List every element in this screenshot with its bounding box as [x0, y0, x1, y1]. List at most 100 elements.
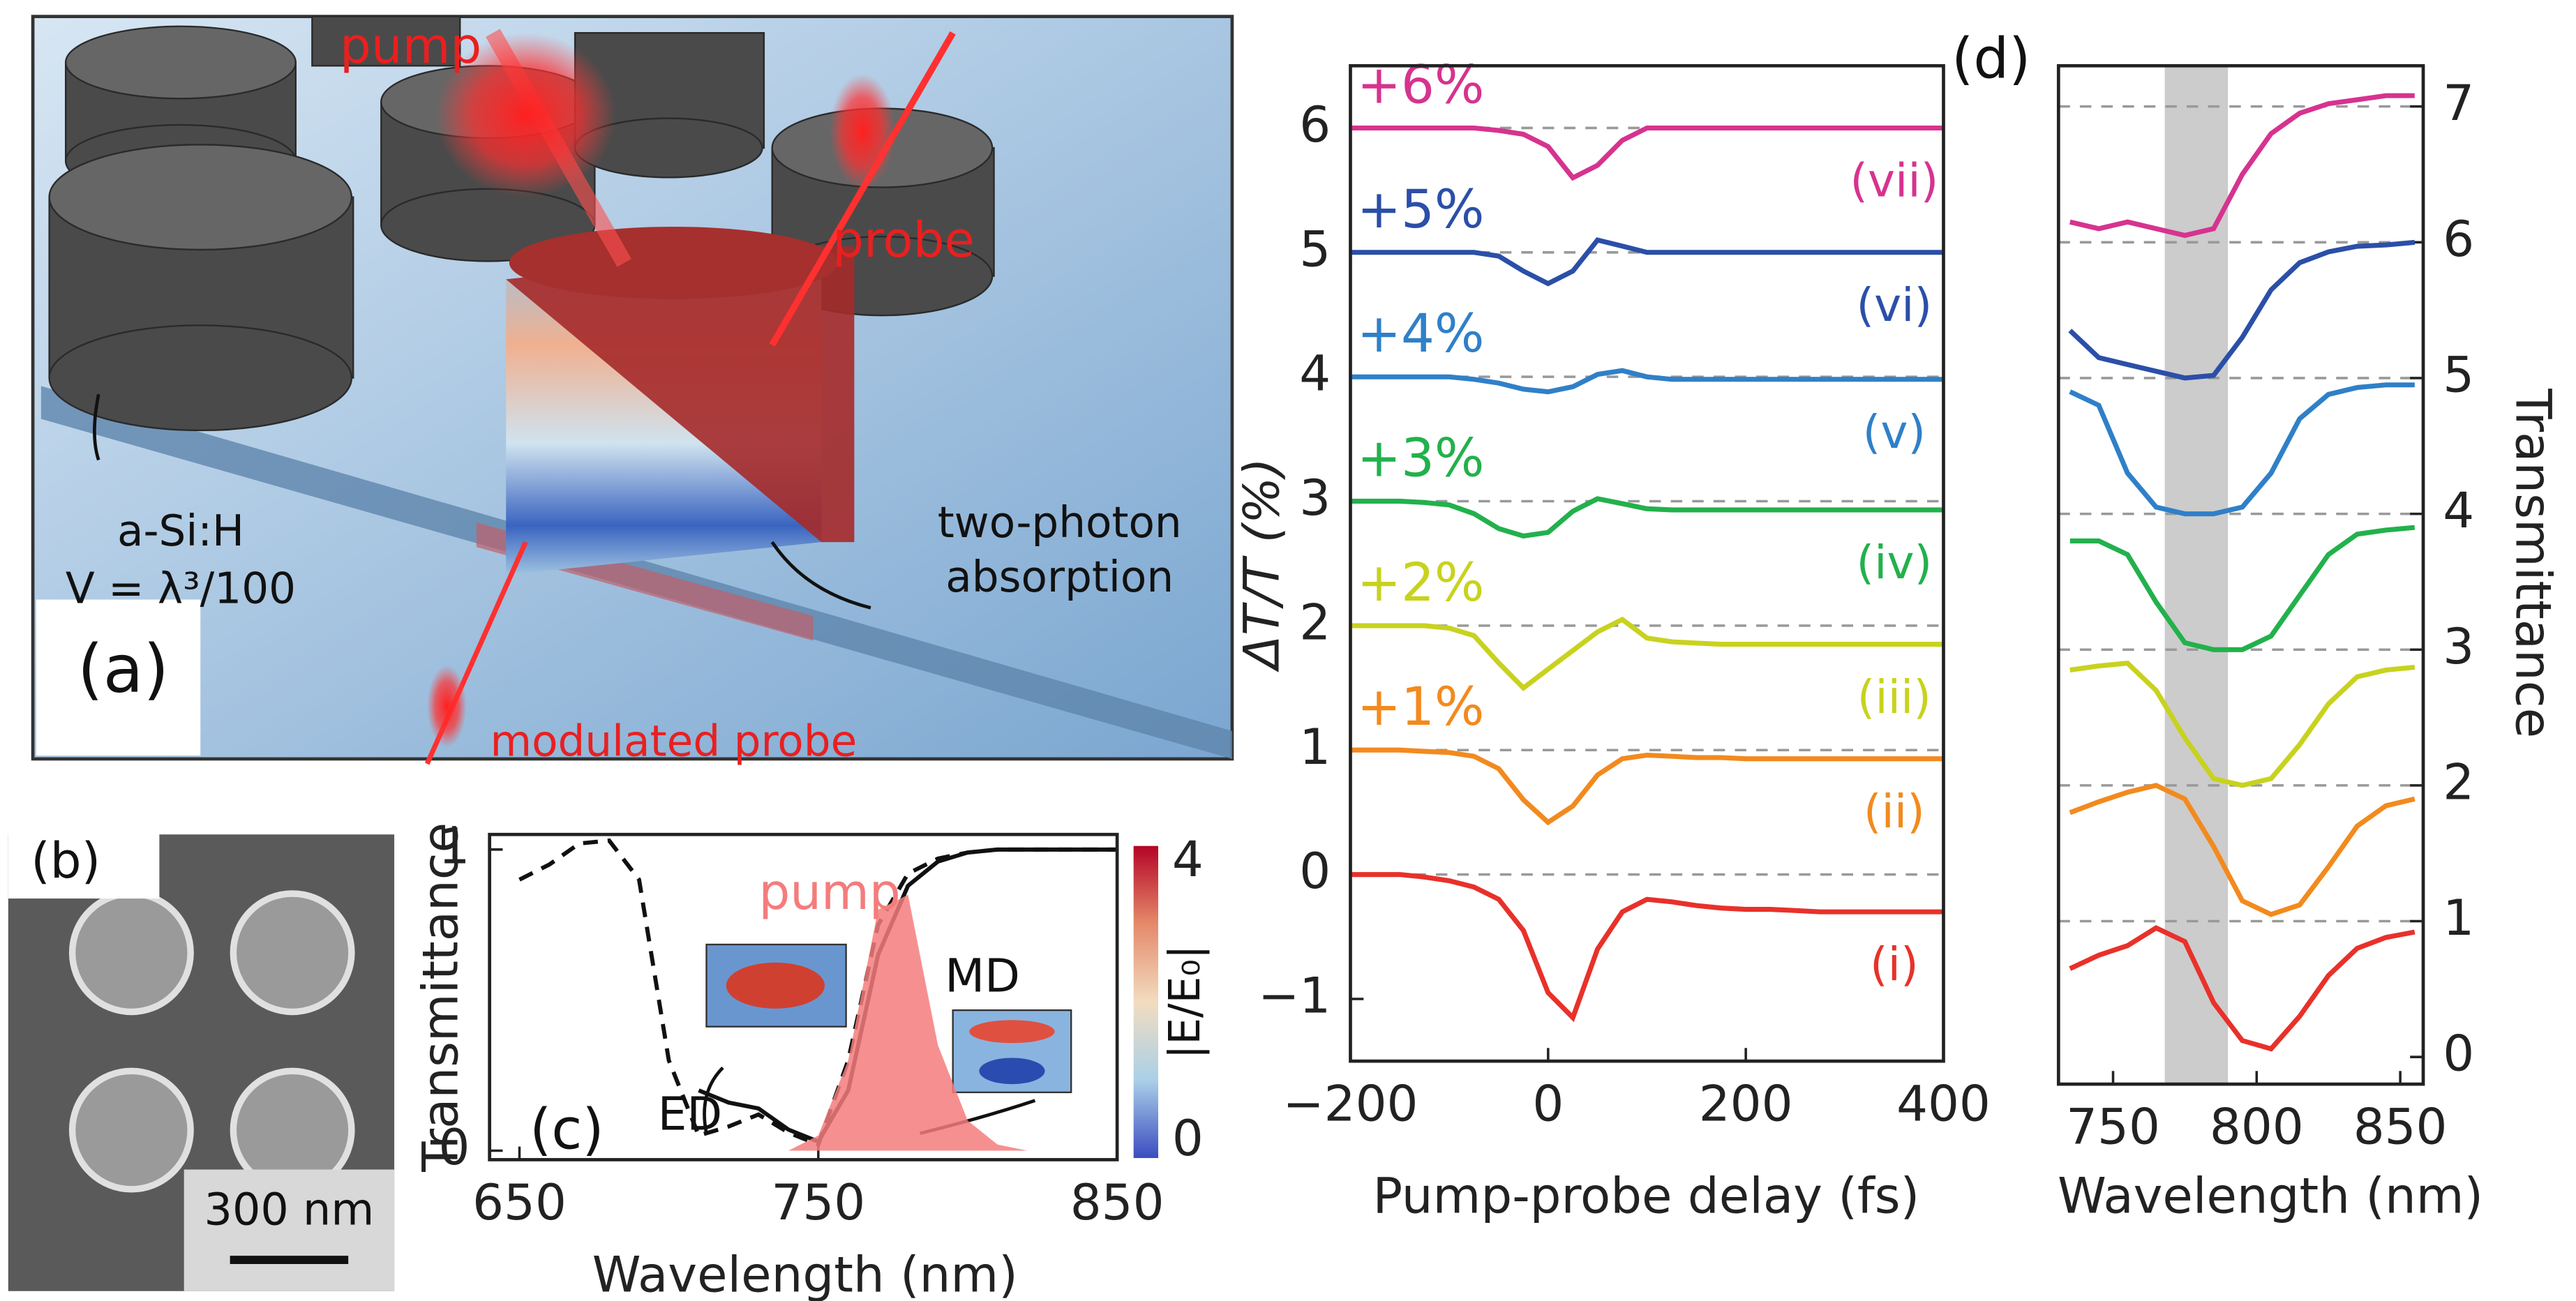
panel-a: (a) pump probe a-Si:H V = λ³/100 two-pho… — [31, 15, 1234, 766]
output-glow — [427, 665, 467, 748]
colorbar-tick-label: 4 — [1172, 830, 1204, 888]
series-tag: (iv) — [1856, 536, 1932, 589]
line — [1350, 368, 1944, 395]
line — [1350, 872, 1944, 1023]
y-tick-label: 4 — [2443, 481, 2474, 539]
line — [1350, 496, 1944, 539]
probe-label: probe — [832, 211, 975, 269]
line — [1350, 125, 1944, 181]
plot-frame — [1349, 63, 1945, 1063]
y-tick-label: 3 — [2443, 617, 2474, 675]
label-box — [8, 829, 160, 899]
x-tick-label: 0 — [1532, 1075, 1564, 1133]
series-label: +5% — [1357, 179, 1485, 240]
series-label: pump — [758, 863, 900, 921]
label-box — [36, 599, 201, 756]
scale-box — [184, 1169, 395, 1291]
pillars — [48, 15, 995, 432]
absorption-label: absorption — [945, 552, 1174, 602]
line — [2069, 783, 2416, 917]
pump-label: pump — [340, 17, 481, 75]
line — [2069, 525, 2416, 652]
line — [698, 847, 1118, 1145]
probe-glow — [830, 74, 896, 189]
y-axis-label: ΔT/T (%) — [1233, 458, 1291, 672]
series-label: +4% — [1357, 303, 1485, 364]
y-tick-label: 2 — [2443, 753, 2474, 811]
annotation: MD — [945, 949, 1020, 1002]
output-label: modulated probe — [490, 716, 857, 766]
y-tick-label: 7 — [2443, 74, 2474, 132]
series-tag: (i) — [1870, 938, 1919, 991]
y-tick-label: −1 — [1258, 966, 1331, 1024]
x-axis-label: Pump-probe delay (fs) — [1372, 1166, 1919, 1224]
plot-frame — [488, 832, 1119, 1161]
y-tick-label: 5 — [2443, 345, 2474, 403]
pillar-top — [509, 227, 838, 299]
line — [1350, 616, 1944, 691]
line — [1350, 747, 1944, 826]
colorbar — [1133, 845, 1158, 1159]
series-tag: (ii) — [1864, 785, 1925, 838]
y-tick-label: 1 — [1299, 718, 1331, 776]
mode-insets — [703, 943, 1072, 1136]
x-tick-label: 750 — [771, 1173, 865, 1231]
y-tick-label: 0 — [2443, 1025, 2474, 1083]
line — [2069, 925, 2416, 1052]
panel-label: (a) — [77, 631, 169, 707]
y-tick-label: 6 — [1299, 96, 1331, 153]
panel-label: (d) — [1952, 27, 2030, 91]
line — [2069, 382, 2415, 517]
x-tick-label: 800 — [2210, 1098, 2304, 1156]
pointer — [770, 541, 871, 610]
material-label: a-Si:H — [117, 506, 244, 556]
series-tag: (vii) — [1850, 154, 1938, 208]
y-tick-label: 4 — [1299, 345, 1331, 403]
y-tick-label: 2 — [1299, 593, 1331, 651]
y-tick-label: 5 — [1299, 220, 1331, 278]
series-label: +1% — [1357, 676, 1485, 737]
annotation: ED — [658, 1087, 722, 1141]
x-axis-label: Wavelength (nm) — [2058, 1166, 2483, 1224]
pointer — [93, 393, 100, 461]
line — [1350, 237, 1944, 287]
x-tick-label: 200 — [1699, 1075, 1793, 1133]
line — [2069, 660, 2416, 788]
scale-label: 300 nm — [204, 1183, 375, 1235]
y-tick-label: 1 — [2443, 889, 2474, 947]
y-tick-label: 6 — [2443, 210, 2474, 268]
y-tick-label: 0 — [438, 1118, 470, 1176]
x-tick-label: 750 — [2066, 1098, 2160, 1156]
x-tick-label: 400 — [1896, 1075, 1991, 1133]
panel-label: (c) — [530, 1097, 604, 1162]
series-tag: (iii) — [1857, 670, 1931, 724]
series-label: +6% — [1357, 54, 1485, 115]
y-tick-label: 3 — [1299, 469, 1331, 527]
pump-glow — [435, 33, 616, 197]
series-tag: (v) — [1863, 405, 1926, 459]
x-tick-label: −200 — [1282, 1075, 1418, 1133]
x-axis-label: Wavelength (nm) — [592, 1245, 1018, 1301]
line — [2069, 93, 2415, 239]
absorption-label: two-photon — [938, 498, 1182, 548]
series-label: +2% — [1357, 552, 1485, 613]
colorbar-label: |E/E₀| — [1160, 945, 1210, 1060]
y-tick-label: 0 — [1299, 842, 1331, 900]
plot-frame — [2056, 63, 2425, 1086]
panel-label: (b) — [31, 832, 100, 889]
line — [2068, 239, 2416, 381]
x-tick-label: 650 — [472, 1173, 567, 1231]
series-label: +3% — [1357, 428, 1485, 489]
panel-b: (b) 300 nm — [8, 829, 395, 1291]
y-axis-label: Transmittance — [411, 822, 469, 1173]
y-tick-label: 1 — [438, 817, 470, 875]
pillar-cut — [506, 246, 855, 543]
series-tag: (vi) — [1856, 278, 1932, 332]
x-tick-label: 850 — [2353, 1098, 2448, 1156]
volume-label: V = λ³/100 — [66, 564, 296, 613]
y-axis-label: Transmittance — [2505, 388, 2563, 738]
x-tick-label: 850 — [1070, 1173, 1165, 1231]
sem-pillars — [68, 890, 355, 1193]
colorbar-tick-label: 0 — [1172, 1109, 1204, 1167]
